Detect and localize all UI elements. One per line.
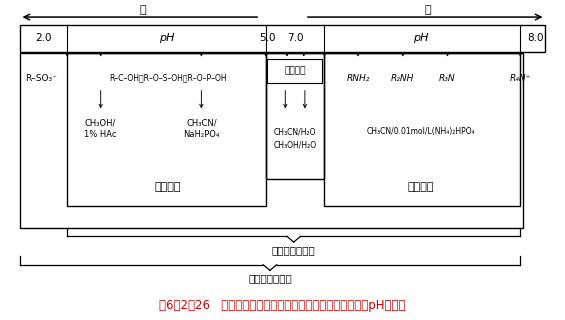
Text: CH₃OH/
1% HAc: CH₃OH/ 1% HAc: [84, 118, 117, 139]
Text: 图6－2－26   分析中性分子和可离解酸、碱时适用的流动相的pH值范围: 图6－2－26 分析中性分子和可离解酸、碱时适用的流动相的pH值范围: [159, 299, 406, 312]
Text: R₄N⁺: R₄N⁺: [510, 74, 531, 83]
Text: CH₃OH/H₂O: CH₃OH/H₂O: [273, 140, 316, 149]
Text: 酸: 酸: [140, 5, 146, 15]
Text: pH: pH: [159, 33, 175, 43]
Text: 5.0: 5.0: [259, 33, 275, 43]
FancyBboxPatch shape: [20, 25, 545, 52]
Text: 反相离子对色谱: 反相离子对色谱: [248, 273, 292, 283]
Text: R₃N: R₃N: [439, 74, 456, 83]
Text: CH₃CN/
NaH₂PO₄: CH₃CN/ NaH₂PO₄: [183, 118, 220, 139]
Text: R–SO₃⁻: R–SO₃⁻: [25, 74, 56, 83]
FancyBboxPatch shape: [267, 60, 322, 83]
Text: pH: pH: [414, 33, 429, 43]
Text: 反相键合相色谱: 反相键合相色谱: [272, 245, 316, 255]
Text: R₂NH: R₂NH: [391, 74, 415, 83]
Text: R–C–OH，R–O–S–OH，R–O–P–OH: R–C–OH，R–O–S–OH，R–O–P–OH: [109, 74, 227, 83]
Text: 中性分子: 中性分子: [284, 67, 306, 76]
Text: 离子抑制: 离子抑制: [155, 182, 181, 192]
Text: CH₃CN/0.01mol/L(NH₄)₂HPO₄: CH₃CN/0.01mol/L(NH₄)₂HPO₄: [367, 127, 476, 136]
Text: 离子抑制: 离子抑制: [408, 182, 434, 192]
Text: 8.0: 8.0: [527, 33, 544, 43]
Text: 7.0: 7.0: [287, 33, 303, 43]
Text: 2.0: 2.0: [36, 33, 52, 43]
Text: 碱: 碱: [425, 5, 431, 15]
Text: RNH₂: RNH₂: [346, 74, 370, 83]
Text: CH₃CN/H₂O: CH₃CN/H₂O: [273, 127, 316, 136]
